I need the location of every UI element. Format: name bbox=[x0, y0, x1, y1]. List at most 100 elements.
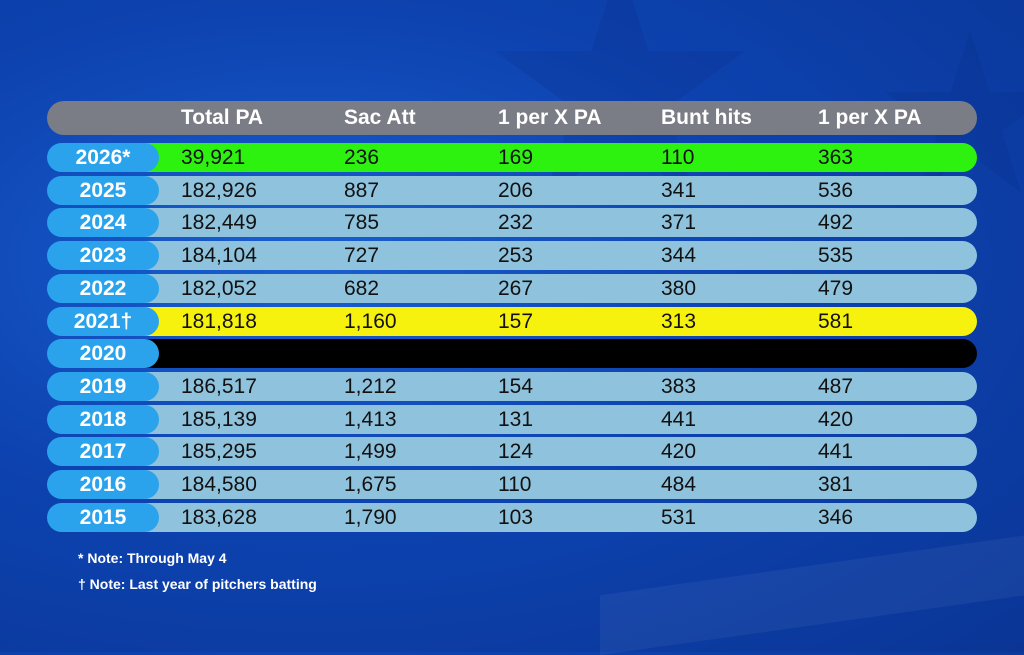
table-cell: 531 bbox=[661, 506, 697, 529]
row-background bbox=[135, 339, 977, 368]
table-row: 2022 182,052 682 267 380 479 bbox=[47, 274, 977, 303]
table-cell: 185,139 bbox=[181, 408, 257, 431]
row-background bbox=[135, 470, 977, 499]
table-cell: 267 bbox=[498, 277, 534, 300]
table-cell: 492 bbox=[818, 211, 854, 234]
table-cell: 487 bbox=[818, 375, 854, 398]
table-cell: 186,517 bbox=[181, 375, 257, 398]
table-cell: 727 bbox=[344, 244, 380, 267]
table-cell: 185,295 bbox=[181, 440, 257, 463]
table-cell: 441 bbox=[661, 408, 697, 431]
table-cell: 131 bbox=[498, 408, 534, 431]
table-cell: 232 bbox=[498, 211, 534, 234]
table-cell: 182,926 bbox=[181, 179, 257, 202]
table-cell: 380 bbox=[661, 277, 697, 300]
table-cell: 253 bbox=[498, 244, 534, 267]
table-cell: 39,921 bbox=[181, 146, 246, 169]
table-cell: 887 bbox=[344, 179, 380, 202]
table-cell: 1,212 bbox=[344, 375, 397, 398]
table-row: 2019 186,517 1,212 154 383 487 bbox=[47, 372, 977, 401]
year-label: 2018 bbox=[47, 405, 159, 434]
background-star-icon bbox=[495, 0, 745, 200]
row-background bbox=[135, 176, 977, 205]
table-cell: 184,104 bbox=[181, 244, 257, 267]
table-row: 2017 185,295 1,499 124 420 441 bbox=[47, 437, 977, 466]
table-cell: 181,818 bbox=[181, 310, 257, 333]
table-cell: 785 bbox=[344, 211, 380, 234]
table-cell: 183,628 bbox=[181, 506, 257, 529]
year-label: 2025 bbox=[47, 176, 159, 205]
table-cell: 344 bbox=[661, 244, 697, 267]
year-label: 2022 bbox=[47, 274, 159, 303]
table-cell: 682 bbox=[344, 277, 380, 300]
table-cell: 341 bbox=[661, 179, 697, 202]
row-background bbox=[135, 208, 977, 237]
row-background bbox=[135, 241, 977, 270]
header-1-per-x-pa: 1 per X PA bbox=[498, 106, 602, 129]
table-cell: 1,499 bbox=[344, 440, 397, 463]
table-cell: 184,580 bbox=[181, 473, 257, 496]
table-cell: 484 bbox=[661, 473, 697, 496]
year-label: 2020 bbox=[47, 339, 159, 368]
table-cell: 420 bbox=[661, 440, 697, 463]
table-cell: 479 bbox=[818, 277, 854, 300]
table-row: 2025 182,926 887 206 341 536 bbox=[47, 176, 977, 205]
table-row: 2021† 181,818 1,160 157 313 581 bbox=[47, 307, 977, 336]
table-cell: 420 bbox=[818, 408, 854, 431]
year-label: 2017 bbox=[47, 437, 159, 466]
note-pitchers-batting: † Note: Last year of pitchers batting bbox=[78, 576, 317, 592]
table-cell: 236 bbox=[344, 146, 380, 169]
row-background bbox=[135, 307, 977, 336]
table-cell: 363 bbox=[818, 146, 854, 169]
table-row: 2024 182,449 785 232 371 492 bbox=[47, 208, 977, 237]
table-row: 2020 bbox=[47, 339, 977, 368]
table-row: 2015 183,628 1,790 103 531 346 bbox=[47, 503, 977, 532]
note-through-may: * Note: Through May 4 bbox=[78, 550, 227, 566]
table-cell: 535 bbox=[818, 244, 854, 267]
table-cell: 1,790 bbox=[344, 506, 397, 529]
table-cell: 1,675 bbox=[344, 473, 397, 496]
year-label: 2021† bbox=[47, 307, 159, 336]
row-background bbox=[135, 274, 977, 303]
background-stripe bbox=[600, 524, 1024, 655]
row-background bbox=[135, 372, 977, 401]
header-total-pa: Total PA bbox=[181, 106, 264, 129]
header-bunt-hits: Bunt hits bbox=[661, 106, 752, 129]
year-label: 2024 bbox=[47, 208, 159, 237]
table-cell: 157 bbox=[498, 310, 534, 333]
table-cell: 346 bbox=[818, 506, 854, 529]
table-cell: 110 bbox=[498, 473, 532, 496]
row-background bbox=[135, 437, 977, 466]
row-background bbox=[135, 405, 977, 434]
table-cell: 182,052 bbox=[181, 277, 257, 300]
table-row: 2026* 39,921 236 169 110 363 bbox=[47, 143, 977, 172]
table-cell: 581 bbox=[818, 310, 854, 333]
table-cell: 1,413 bbox=[344, 408, 397, 431]
table-cell: 182,449 bbox=[181, 211, 257, 234]
row-background bbox=[135, 503, 977, 532]
table-cell: 103 bbox=[498, 506, 534, 529]
table-cell: 1,160 bbox=[344, 310, 397, 333]
table-row: 2023 184,104 727 253 344 535 bbox=[47, 241, 977, 270]
table-cell: 371 bbox=[661, 211, 697, 234]
table-cell: 536 bbox=[818, 179, 854, 202]
table-cell: 154 bbox=[498, 375, 534, 398]
header-sac-att: Sac Att bbox=[344, 106, 416, 129]
table-cell: 169 bbox=[498, 146, 534, 169]
row-background bbox=[135, 143, 977, 172]
table-header: Total PA Sac Att 1 per X PA Bunt hits 1 … bbox=[47, 101, 977, 135]
header-1-per-x-pa-2: 1 per X PA bbox=[818, 106, 922, 129]
table-cell: 313 bbox=[661, 310, 697, 333]
table-cell: 381 bbox=[818, 473, 854, 496]
year-label: 2015 bbox=[47, 503, 159, 532]
year-label: 2016 bbox=[47, 470, 159, 499]
table-row: 2016 184,580 1,675 110 484 381 bbox=[47, 470, 977, 499]
year-label: 2026* bbox=[47, 143, 159, 172]
table-cell: 124 bbox=[498, 440, 534, 463]
table-cell: 383 bbox=[661, 375, 697, 398]
table-cell: 110 bbox=[661, 146, 695, 169]
year-label: 2023 bbox=[47, 241, 159, 270]
year-label: 2019 bbox=[47, 372, 159, 401]
table-row: 2018 185,139 1,413 131 441 420 bbox=[47, 405, 977, 434]
table-cell: 441 bbox=[818, 440, 854, 463]
